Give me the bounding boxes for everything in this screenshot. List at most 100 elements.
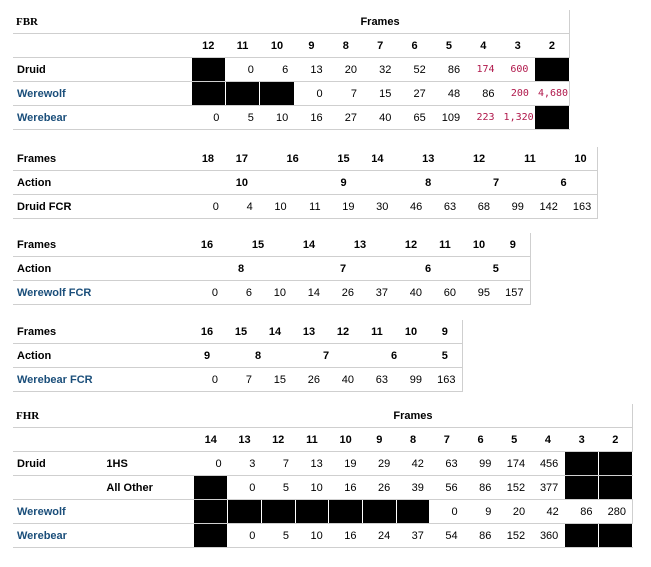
frame-header: 11 [428, 233, 462, 257]
table-row: Druid 0 6 13 20 32 52 86 174 600 [13, 57, 570, 82]
fcr-value: 46 [394, 194, 429, 219]
fbr-body: Druid 0 6 13 20 32 52 86 174 600 Werewolf 0 7 15 27 48 8… [13, 57, 570, 130]
row-label-link[interactable]: Werewolf [13, 499, 103, 524]
value-cell: 280 [598, 499, 633, 524]
frame-header: 2 [534, 33, 570, 58]
fcr-value: 40 [394, 280, 428, 305]
value-cell: 20 [328, 57, 363, 82]
frame-header: 8 [396, 427, 430, 452]
na-cell [259, 81, 295, 106]
na-cell [227, 499, 262, 524]
value-cell: 32 [362, 57, 398, 82]
frame-header: 13 [394, 147, 463, 171]
frame-header: 7 [429, 427, 464, 452]
value-cell: 0 [225, 57, 260, 82]
na-cell [190, 57, 226, 82]
fcr-value: 95 [462, 280, 496, 305]
value-cell: 16 [328, 523, 363, 548]
row-label-link[interactable]: Werebear [13, 105, 192, 130]
na-cell [193, 475, 229, 500]
frame-header: 15 [326, 147, 361, 171]
value-cell: 0 [191, 105, 226, 130]
value-cell: 360 [531, 523, 565, 548]
value-cell: 52 [397, 57, 432, 82]
value-cell: 16 [294, 105, 329, 130]
value-cell: 26 [362, 475, 397, 500]
na-cell [328, 499, 363, 524]
action-value: 9 [292, 170, 395, 195]
frame-header: 17 [224, 147, 259, 171]
frame-header: 5 [431, 33, 467, 58]
frame-header: 12 [394, 233, 428, 257]
value-cell: 456 [531, 451, 565, 476]
na-cell [260, 499, 296, 524]
table-row: Werewolf 0 7 15 27 48 86 200 4,680 [13, 81, 570, 106]
frame-header: 10 [259, 33, 295, 58]
frame-header: 9 [294, 33, 329, 58]
frame-header: 14 [292, 233, 326, 257]
frame-header: 14 [258, 320, 292, 344]
value-cell: 223 [466, 105, 501, 130]
werebear-link[interactable]: Werebear FCR [13, 367, 190, 392]
fcr-value: 26 [292, 367, 326, 392]
fcr-value: 142 [529, 194, 564, 219]
frame-header: 8 [328, 33, 363, 58]
action-value: 6 [394, 256, 462, 281]
frame-header: 10 [563, 147, 599, 171]
row-label-link[interactable]: Werewolf [13, 81, 192, 106]
value-cell: 86 [463, 523, 498, 548]
value-cell: 29 [362, 451, 397, 476]
na-cell [294, 499, 330, 524]
frame-header: 15 [224, 320, 258, 344]
action-value: 9 [190, 343, 224, 368]
value-cell: 86 [463, 475, 498, 500]
fcr-value: 157 [496, 280, 531, 305]
value-cell: 0 [429, 499, 464, 524]
fcr-value: 40 [326, 367, 360, 392]
value-cell: 27 [328, 105, 363, 130]
fbr-table: FBR Frames 12 11 10 9 8 7 6 5 4 3 2 Drui… [13, 10, 571, 130]
value-cell: 152 [497, 523, 532, 548]
fhr-title: FHR [13, 404, 194, 428]
fcr-value: 163 [563, 194, 599, 219]
value-cell: 109 [431, 105, 467, 130]
value-cell: 7 [328, 81, 363, 106]
fbr-frames-header: Frames [191, 10, 571, 34]
row-sublabel [102, 523, 194, 548]
value-cell: 600 [500, 57, 535, 82]
value-cell: 5 [261, 523, 296, 548]
frame-header: 11 [225, 33, 260, 58]
value-cell: 174 [497, 451, 532, 476]
frame-header: 11 [496, 147, 564, 171]
werebear-fcr-table: Frames 16 15 14 13 12 11 10 9 Action 9 8… [13, 320, 463, 392]
frame-header: 4 [531, 427, 565, 452]
na-cell [361, 499, 397, 524]
value-cell: 86 [466, 81, 501, 106]
frame-header: 11 [360, 320, 394, 344]
frame-header: 4 [466, 33, 501, 58]
row-label-link[interactable]: Werebear [13, 523, 103, 548]
frames-label: Frames [13, 233, 190, 257]
action-label: Action [13, 343, 190, 368]
table-row: Werebear 0 5 10 16 24 37 54 86 152 360 [13, 523, 633, 548]
value-cell: 10 [295, 523, 329, 548]
action-value: 8 [224, 343, 292, 368]
frame-header: 6 [397, 33, 432, 58]
value-cell: 39 [396, 475, 430, 500]
frame-header: 12 [326, 320, 360, 344]
value-cell: 174 [466, 57, 501, 82]
value-cell: 3 [227, 451, 262, 476]
row-label [13, 475, 103, 500]
value-cell: 56 [429, 475, 464, 500]
frame-header: 18 [191, 147, 225, 171]
action-value: 8 [394, 170, 463, 195]
value-cell: 86 [431, 57, 467, 82]
werewolf-link[interactable]: Werewolf FCR [13, 280, 190, 305]
na-cell [598, 475, 633, 500]
na-cell [564, 451, 600, 476]
fcr-value: 15 [258, 367, 292, 392]
druid-fcr-table: Frames 18 17 16 15 14 13 12 11 10 Action… [13, 147, 599, 219]
value-cell: 20 [497, 499, 532, 524]
value-cell: 4,680 [534, 81, 570, 106]
value-cell: 99 [463, 451, 498, 476]
